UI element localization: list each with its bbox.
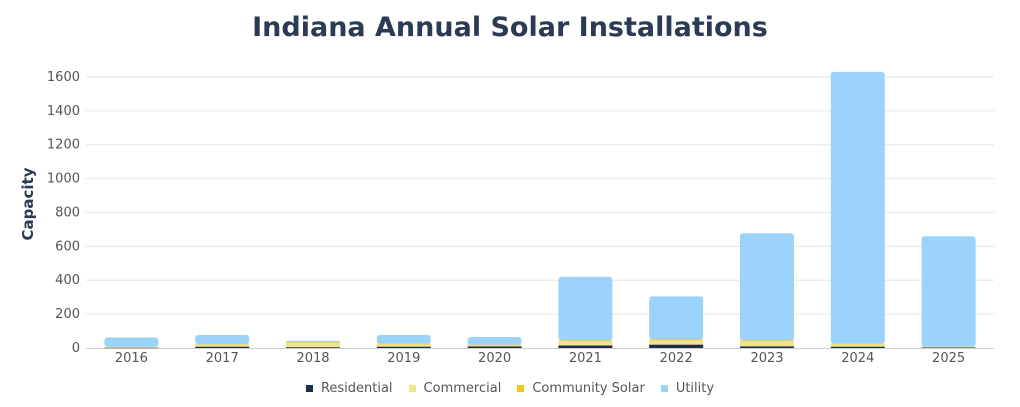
bar-residential-2019 bbox=[376, 346, 431, 348]
x-tick-label: 2023 bbox=[750, 351, 783, 366]
legend-item[interactable]: Community Solar bbox=[517, 381, 645, 396]
y-tick-label: 1400 bbox=[47, 104, 80, 119]
bar-commercial-2016 bbox=[104, 346, 159, 348]
bar-residential-2025 bbox=[921, 347, 976, 348]
bar-residential-2016 bbox=[104, 347, 159, 349]
x-tick-label: 2017 bbox=[206, 351, 239, 366]
bar-residential-2021 bbox=[558, 345, 613, 348]
bar-residential-2024 bbox=[830, 346, 885, 348]
bar-utility-2018 bbox=[286, 340, 340, 343]
bar-community-solar-2022 bbox=[649, 339, 704, 341]
x-tick-label: 2018 bbox=[296, 351, 329, 366]
bar-commercial-2025 bbox=[921, 346, 976, 348]
chart-title: Indiana Annual Solar Installations bbox=[252, 12, 768, 43]
bar-residential-2023 bbox=[740, 346, 794, 348]
y-tick-label: 200 bbox=[55, 307, 80, 322]
legend-swatch bbox=[660, 385, 668, 392]
x-tick-label: 2021 bbox=[569, 351, 602, 366]
y-tick-label: 800 bbox=[55, 205, 80, 220]
legend-swatch bbox=[305, 385, 313, 392]
y-tick-label: 600 bbox=[55, 239, 80, 254]
bar-utility-2021 bbox=[558, 276, 613, 341]
x-tick-label: 2019 bbox=[387, 351, 420, 366]
y-tick-label: 1200 bbox=[47, 138, 80, 153]
y-tick-label: 400 bbox=[55, 273, 80, 288]
bar-commercial-2020 bbox=[467, 344, 522, 347]
bar-utility-2016 bbox=[104, 337, 159, 347]
x-tick-label: 2025 bbox=[932, 351, 965, 366]
legend-label: Utility bbox=[675, 381, 715, 396]
legend-label: Residential bbox=[320, 381, 393, 396]
bar-residential-2017 bbox=[195, 346, 250, 348]
bar-utility-2020 bbox=[467, 336, 522, 345]
bar-utility-2023 bbox=[740, 233, 794, 341]
bar-utility-2025 bbox=[921, 236, 976, 347]
legend-swatch bbox=[408, 385, 416, 392]
chart-legend: Residential Commercial Community Solar Util… bbox=[0, 381, 1020, 396]
bar-commercial-2022 bbox=[649, 340, 704, 345]
x-tick-label: 2020 bbox=[478, 351, 511, 366]
legend-label: Community Solar bbox=[532, 381, 645, 396]
legend-item[interactable]: Residential bbox=[305, 381, 393, 396]
bar-residential-2022 bbox=[649, 344, 704, 348]
x-tick-label: 2016 bbox=[115, 351, 148, 366]
bar-residential-2020 bbox=[467, 346, 522, 348]
bar-community-solar-2024 bbox=[830, 343, 885, 345]
bar-community-solar-2021 bbox=[558, 340, 613, 342]
legend-swatch bbox=[517, 385, 525, 392]
legend-item[interactable]: Commercial bbox=[408, 381, 502, 396]
bar-utility-2019 bbox=[376, 334, 431, 344]
y-axis-label: Capacity bbox=[19, 167, 37, 240]
bar-utility-2017 bbox=[195, 334, 250, 345]
bar-community-solar-2020 bbox=[467, 344, 522, 346]
y-tick-label: 1000 bbox=[47, 172, 80, 187]
bar-commercial-2024 bbox=[830, 344, 885, 347]
bar-commercial-2021 bbox=[558, 341, 613, 346]
bar-commercial-2019 bbox=[376, 344, 431, 347]
bar-commercial-2017 bbox=[195, 344, 250, 347]
bar-community-solar-2023 bbox=[740, 340, 794, 342]
bar-community-solar-2017 bbox=[195, 344, 250, 345]
bar-residential-2018 bbox=[286, 347, 340, 348]
bar-commercial-2023 bbox=[740, 341, 794, 347]
legend-item[interactable]: Utility bbox=[660, 381, 715, 396]
bar-community-solar-2018 bbox=[286, 342, 340, 343]
bar-community-solar-2019 bbox=[376, 343, 431, 345]
x-tick-label: 2024 bbox=[841, 351, 874, 366]
y-tick-label: 0 bbox=[72, 341, 80, 356]
x-tick-label: 2022 bbox=[660, 351, 693, 366]
bar-utility-2024 bbox=[830, 71, 885, 344]
y-tick-label: 1600 bbox=[47, 70, 80, 85]
legend-label: Commercial bbox=[423, 381, 502, 396]
bar-commercial-2018 bbox=[286, 342, 340, 348]
bar-utility-2022 bbox=[649, 296, 704, 340]
